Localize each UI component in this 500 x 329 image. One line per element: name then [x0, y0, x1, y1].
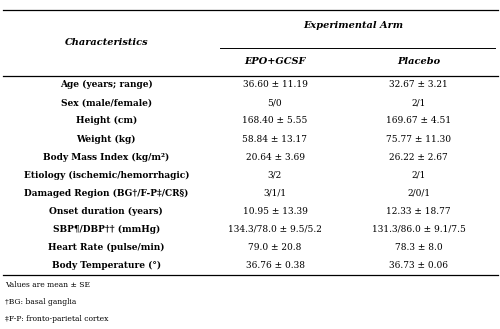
- Text: 2/1: 2/1: [412, 98, 426, 107]
- Text: 58.84 ± 13.17: 58.84 ± 13.17: [242, 135, 308, 143]
- Text: Experimental Arm: Experimental Arm: [304, 21, 404, 30]
- Text: 10.95 ± 13.39: 10.95 ± 13.39: [242, 207, 308, 216]
- Text: Characteristics: Characteristics: [64, 38, 148, 47]
- Text: 131.3/86.0 ± 9.1/7.5: 131.3/86.0 ± 9.1/7.5: [372, 225, 466, 234]
- Text: 2/0/1: 2/0/1: [407, 189, 430, 198]
- Text: ‡F-P: fronto-parietal cortex: ‡F-P: fronto-parietal cortex: [5, 315, 108, 323]
- Text: Body Mass Index (kg/m²): Body Mass Index (kg/m²): [43, 153, 170, 162]
- Text: Height (cm): Height (cm): [76, 116, 137, 125]
- Text: 75.77 ± 11.30: 75.77 ± 11.30: [386, 135, 451, 143]
- Text: 3/2: 3/2: [268, 171, 282, 180]
- Text: 36.60 ± 11.19: 36.60 ± 11.19: [242, 80, 308, 89]
- Text: 134.3/78.0 ± 9.5/5.2: 134.3/78.0 ± 9.5/5.2: [228, 225, 322, 234]
- Text: 3/1/1: 3/1/1: [264, 189, 286, 198]
- Text: 5/0: 5/0: [268, 98, 282, 107]
- Text: 36.76 ± 0.38: 36.76 ± 0.38: [246, 261, 304, 270]
- Text: SBP¶/DBP†† (mmHg): SBP¶/DBP†† (mmHg): [52, 225, 160, 234]
- Text: Age (years; range): Age (years; range): [60, 80, 152, 89]
- Text: 2/1: 2/1: [412, 171, 426, 180]
- Text: 169.67 ± 4.51: 169.67 ± 4.51: [386, 116, 452, 125]
- Text: Values are mean ± SE: Values are mean ± SE: [5, 281, 90, 289]
- Text: 32.67 ± 3.21: 32.67 ± 3.21: [390, 80, 448, 89]
- Text: Etiology (ischemic/hemorrhagic): Etiology (ischemic/hemorrhagic): [24, 171, 189, 180]
- Text: Onset duration (years): Onset duration (years): [50, 207, 163, 216]
- Text: 12.33 ± 18.77: 12.33 ± 18.77: [386, 207, 451, 216]
- Text: Sex (male/female): Sex (male/female): [60, 98, 152, 107]
- Text: 78.3 ± 8.0: 78.3 ± 8.0: [395, 243, 442, 252]
- Text: 26.22 ± 2.67: 26.22 ± 2.67: [390, 153, 448, 162]
- Text: †BG: basal ganglia: †BG: basal ganglia: [5, 298, 76, 306]
- Text: Body Temperature (°): Body Temperature (°): [52, 261, 161, 270]
- Text: Weight (kg): Weight (kg): [76, 135, 136, 143]
- Text: Damaged Region (BG†/F-P‡/CR§): Damaged Region (BG†/F-P‡/CR§): [24, 189, 188, 198]
- Text: EPO+GCSF: EPO+GCSF: [244, 57, 306, 66]
- Text: 168.40 ± 5.55: 168.40 ± 5.55: [242, 116, 308, 125]
- Text: 36.73 ± 0.06: 36.73 ± 0.06: [389, 261, 448, 270]
- Text: 79.0 ± 20.8: 79.0 ± 20.8: [248, 243, 302, 252]
- Text: Placebo: Placebo: [397, 57, 440, 66]
- Text: 20.64 ± 3.69: 20.64 ± 3.69: [246, 153, 304, 162]
- Text: Heart Rate (pulse/min): Heart Rate (pulse/min): [48, 243, 164, 252]
